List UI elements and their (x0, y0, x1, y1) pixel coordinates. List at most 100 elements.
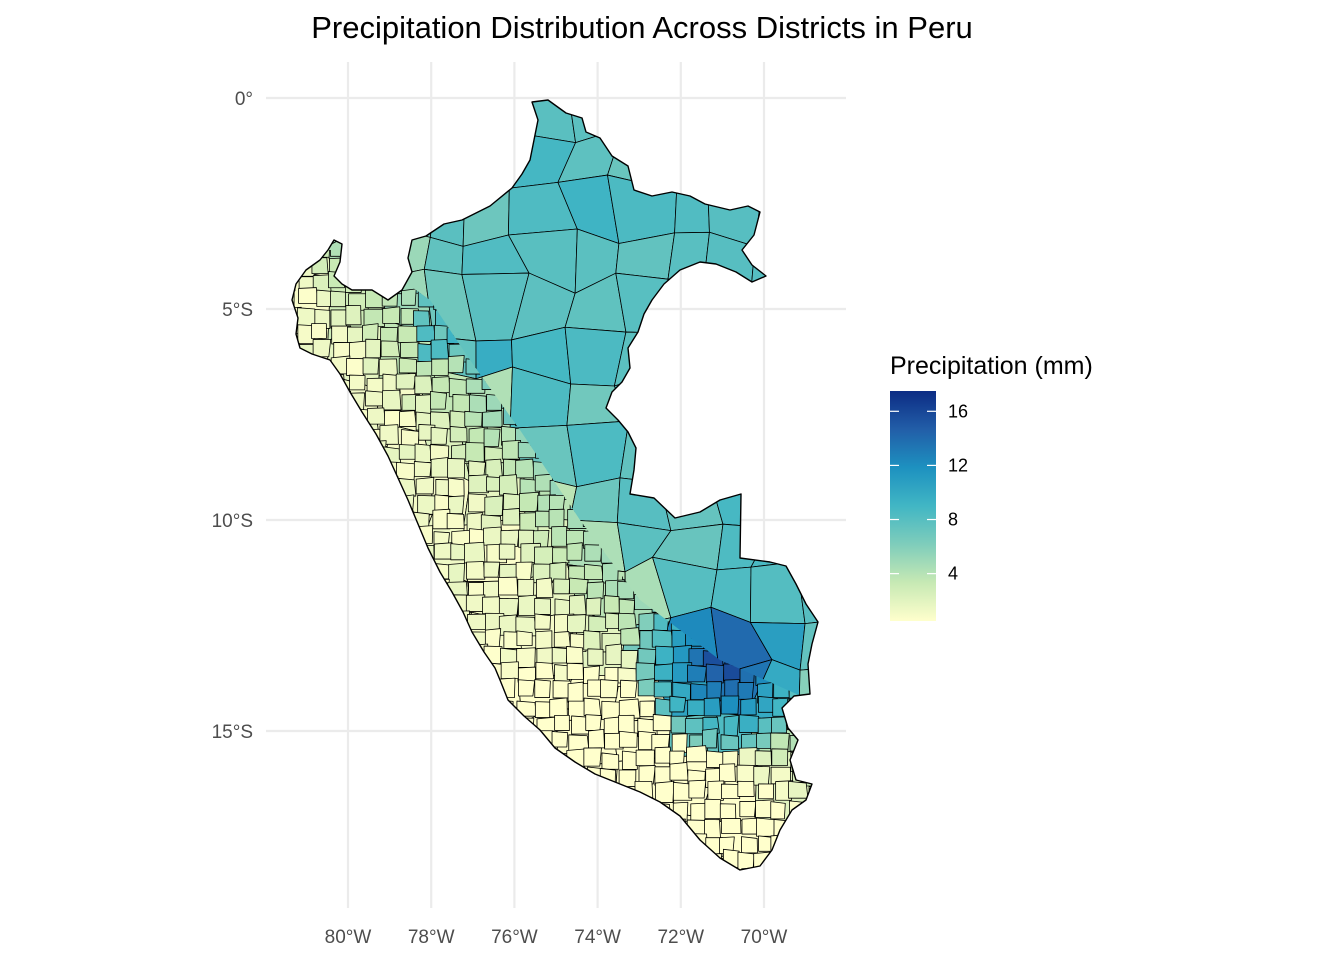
district-polygon (602, 851, 622, 870)
district-polygon (383, 614, 404, 631)
district-polygon (396, 561, 417, 580)
district-polygon (413, 766, 433, 787)
district-polygon (315, 428, 332, 448)
district-polygon (297, 497, 318, 514)
color-legend: Precipitation (mm) 16 12 8 4 (890, 352, 1093, 621)
district-polygon (827, 547, 843, 562)
district-polygon (367, 440, 387, 462)
district-polygon (668, 475, 689, 492)
district-polygon (720, 734, 739, 750)
district-polygon (401, 734, 418, 752)
district-polygon (364, 255, 382, 272)
district-polygon (789, 800, 808, 817)
district-polygon (363, 562, 382, 578)
district-polygon (654, 663, 674, 681)
district-polygon (398, 750, 415, 768)
district-polygon (652, 325, 671, 344)
district-polygon (423, 100, 481, 134)
district-polygon (638, 391, 656, 412)
district-polygon (561, 806, 626, 863)
district-polygon (433, 854, 449, 870)
district-polygon (295, 389, 314, 409)
district-polygon (756, 817, 776, 837)
district-polygon (430, 339, 450, 360)
district-polygon (331, 441, 353, 461)
district-polygon (774, 407, 795, 428)
district-polygon (770, 445, 790, 463)
district-polygon (805, 172, 818, 235)
district-polygon (449, 732, 468, 749)
district-polygon (722, 391, 743, 413)
district-polygon (292, 250, 294, 254)
district-polygon (808, 786, 818, 803)
district-polygon (741, 866, 761, 870)
district-polygon (619, 407, 640, 424)
district-polygon (802, 137, 818, 187)
district-polygon (297, 866, 316, 870)
district-polygon (292, 129, 330, 187)
district-polygon (786, 713, 803, 731)
district-polygon (822, 358, 838, 376)
district-polygon (689, 871, 707, 889)
district-polygon (318, 756, 390, 822)
district-polygon (621, 389, 641, 408)
district-polygon (414, 375, 433, 395)
x-tick-label: 78°W (408, 927, 455, 948)
district-polygon (638, 851, 657, 870)
district-polygon (297, 250, 316, 259)
district-polygon (294, 423, 311, 440)
district-polygon (418, 819, 437, 837)
district-polygon (568, 802, 590, 818)
district-polygon (669, 695, 687, 713)
district-polygon (331, 820, 350, 841)
district-polygon (330, 580, 350, 600)
district-polygon (809, 492, 818, 510)
x-tick-label: 74°W (574, 927, 621, 948)
district-polygon (790, 479, 808, 498)
district-polygon (651, 459, 670, 480)
district-polygon (434, 662, 452, 683)
district-polygon (809, 871, 827, 886)
district-polygon (518, 783, 538, 801)
district-polygon (807, 565, 818, 582)
district-polygon (617, 813, 638, 835)
district-polygon (378, 358, 398, 377)
district-polygon (313, 630, 334, 651)
district-polygon (587, 865, 606, 870)
district-polygon (292, 594, 303, 613)
district-polygon (775, 867, 796, 870)
district-polygon (401, 663, 420, 682)
district-polygon (721, 818, 742, 834)
district-polygon (292, 733, 298, 754)
district-polygon (396, 529, 414, 547)
district-polygon (292, 628, 300, 646)
district-polygon (292, 493, 299, 511)
district-polygon (809, 323, 818, 343)
district-polygon (787, 698, 807, 718)
district-polygon (796, 561, 818, 624)
district-polygon (292, 508, 294, 528)
district-polygon (481, 730, 500, 749)
district-polygon (401, 288, 417, 306)
district-polygon (483, 870, 498, 888)
district-polygon (569, 850, 586, 870)
district-polygon (607, 174, 678, 244)
district-polygon (615, 846, 678, 870)
district-polygon (429, 179, 466, 247)
district-polygon (382, 800, 402, 818)
district-polygon (583, 697, 602, 716)
district-polygon (552, 547, 570, 564)
district-polygon (292, 665, 298, 686)
district-polygon (705, 292, 725, 309)
district-polygon (561, 851, 626, 870)
district-polygon (295, 409, 313, 430)
district-polygon (414, 664, 432, 684)
district-polygon (740, 697, 757, 716)
district-polygon (605, 869, 626, 870)
district-polygon (316, 852, 338, 870)
district-polygon (413, 461, 432, 477)
district-polygon (381, 697, 398, 716)
district-polygon (346, 563, 366, 583)
district-polygon (501, 764, 522, 784)
district-polygon (328, 700, 345, 719)
